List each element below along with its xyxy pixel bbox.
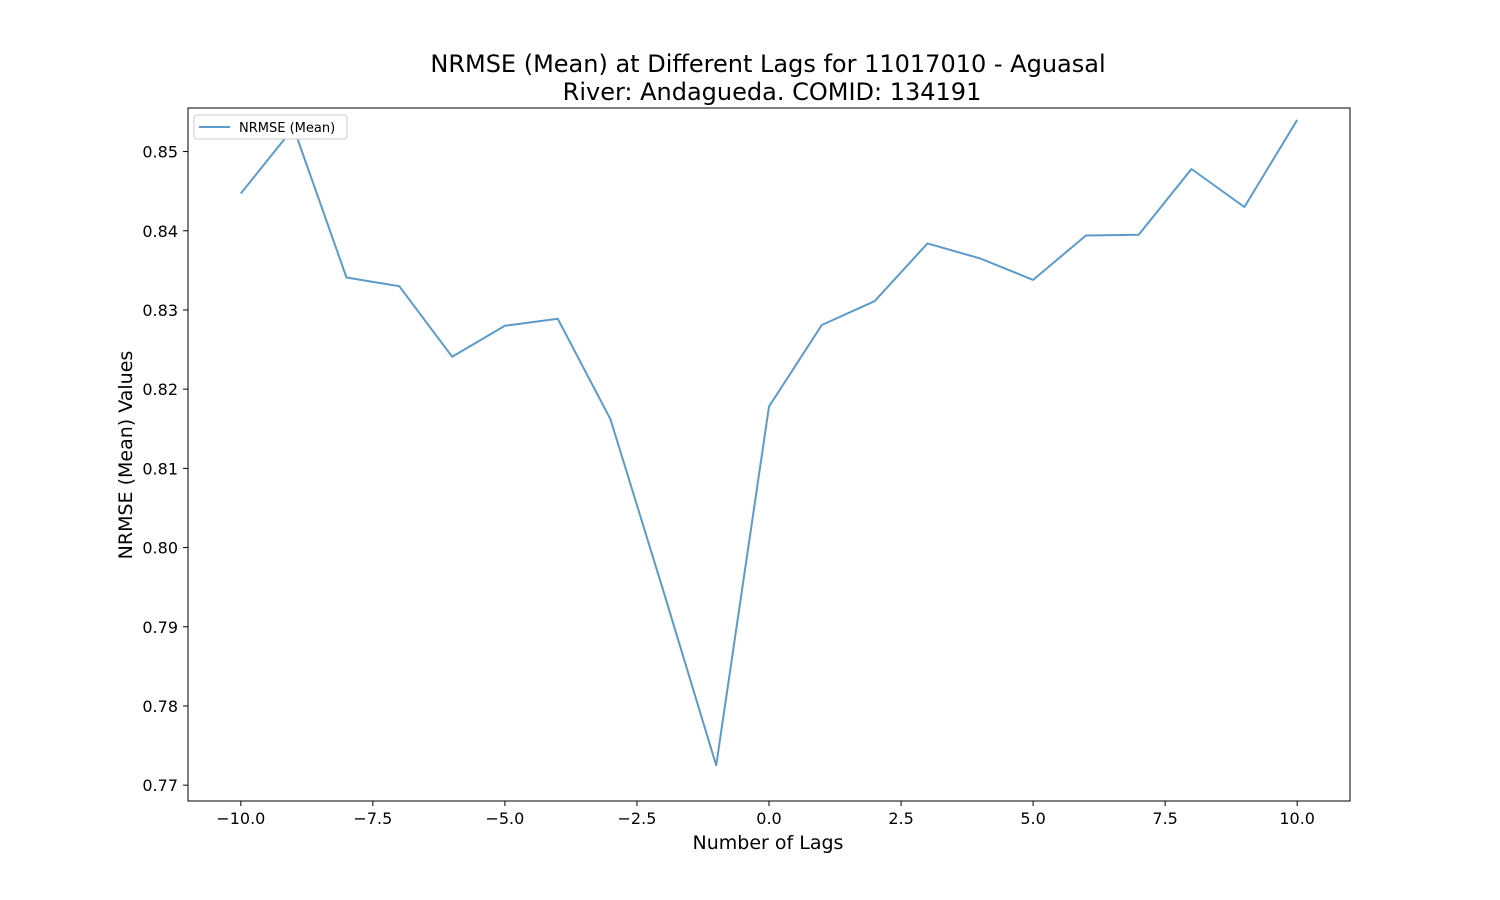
- y-axis: 0.77 0.78 0.79 0.80 0.81 0.82 0.83 0.84 0.85: [142, 143, 188, 795]
- x-tick-label: −10.0: [216, 809, 265, 828]
- y-tick-label: 0.85: [142, 143, 178, 162]
- x-tick-label: −2.5: [618, 809, 657, 828]
- x-axis: −10.0 −7.5 −5.0 −2.5 0.0 2.5 5.0 7.5 10.0: [216, 801, 1315, 828]
- legend-box: [193, 114, 348, 140]
- y-tick-label: 0.78: [142, 697, 178, 716]
- x-tick-label: 10.0: [1279, 809, 1315, 828]
- x-axis-label: Number of Lags: [693, 832, 844, 854]
- series-line-nrmse-mean: [240, 119, 1299, 767]
- x-tick-label: 5.0: [1020, 809, 1045, 828]
- x-tick-label: −5.0: [485, 809, 524, 828]
- plot-frame: [187, 107, 1351, 802]
- legend-label: NRMSE (Mean): [239, 121, 335, 136]
- y-tick-label: 0.79: [142, 618, 178, 637]
- y-axis-label: NRMSE (Mean) Values: [115, 351, 137, 560]
- chart-title-line2: River: Andagueda. COMID: 134191: [563, 78, 982, 106]
- y-tick-label: 0.82: [142, 380, 178, 399]
- y-tick-label: 0.80: [142, 539, 178, 558]
- x-tick-label: 7.5: [1152, 809, 1177, 828]
- plot-area: [187, 107, 1351, 802]
- legend: NRMSE (Mean): [193, 114, 348, 140]
- x-tick-label: −7.5: [353, 809, 392, 828]
- y-tick-label: 0.81: [142, 459, 178, 478]
- y-tick-label: 0.84: [142, 222, 178, 241]
- y-tick-label: 0.77: [142, 776, 178, 795]
- y-tick-label: 0.83: [142, 301, 178, 320]
- chart-title-line1: NRMSE (Mean) at Different Lags for 11017…: [430, 50, 1105, 78]
- x-tick-label: 0.0: [756, 809, 781, 828]
- x-tick-label: 2.5: [888, 809, 913, 828]
